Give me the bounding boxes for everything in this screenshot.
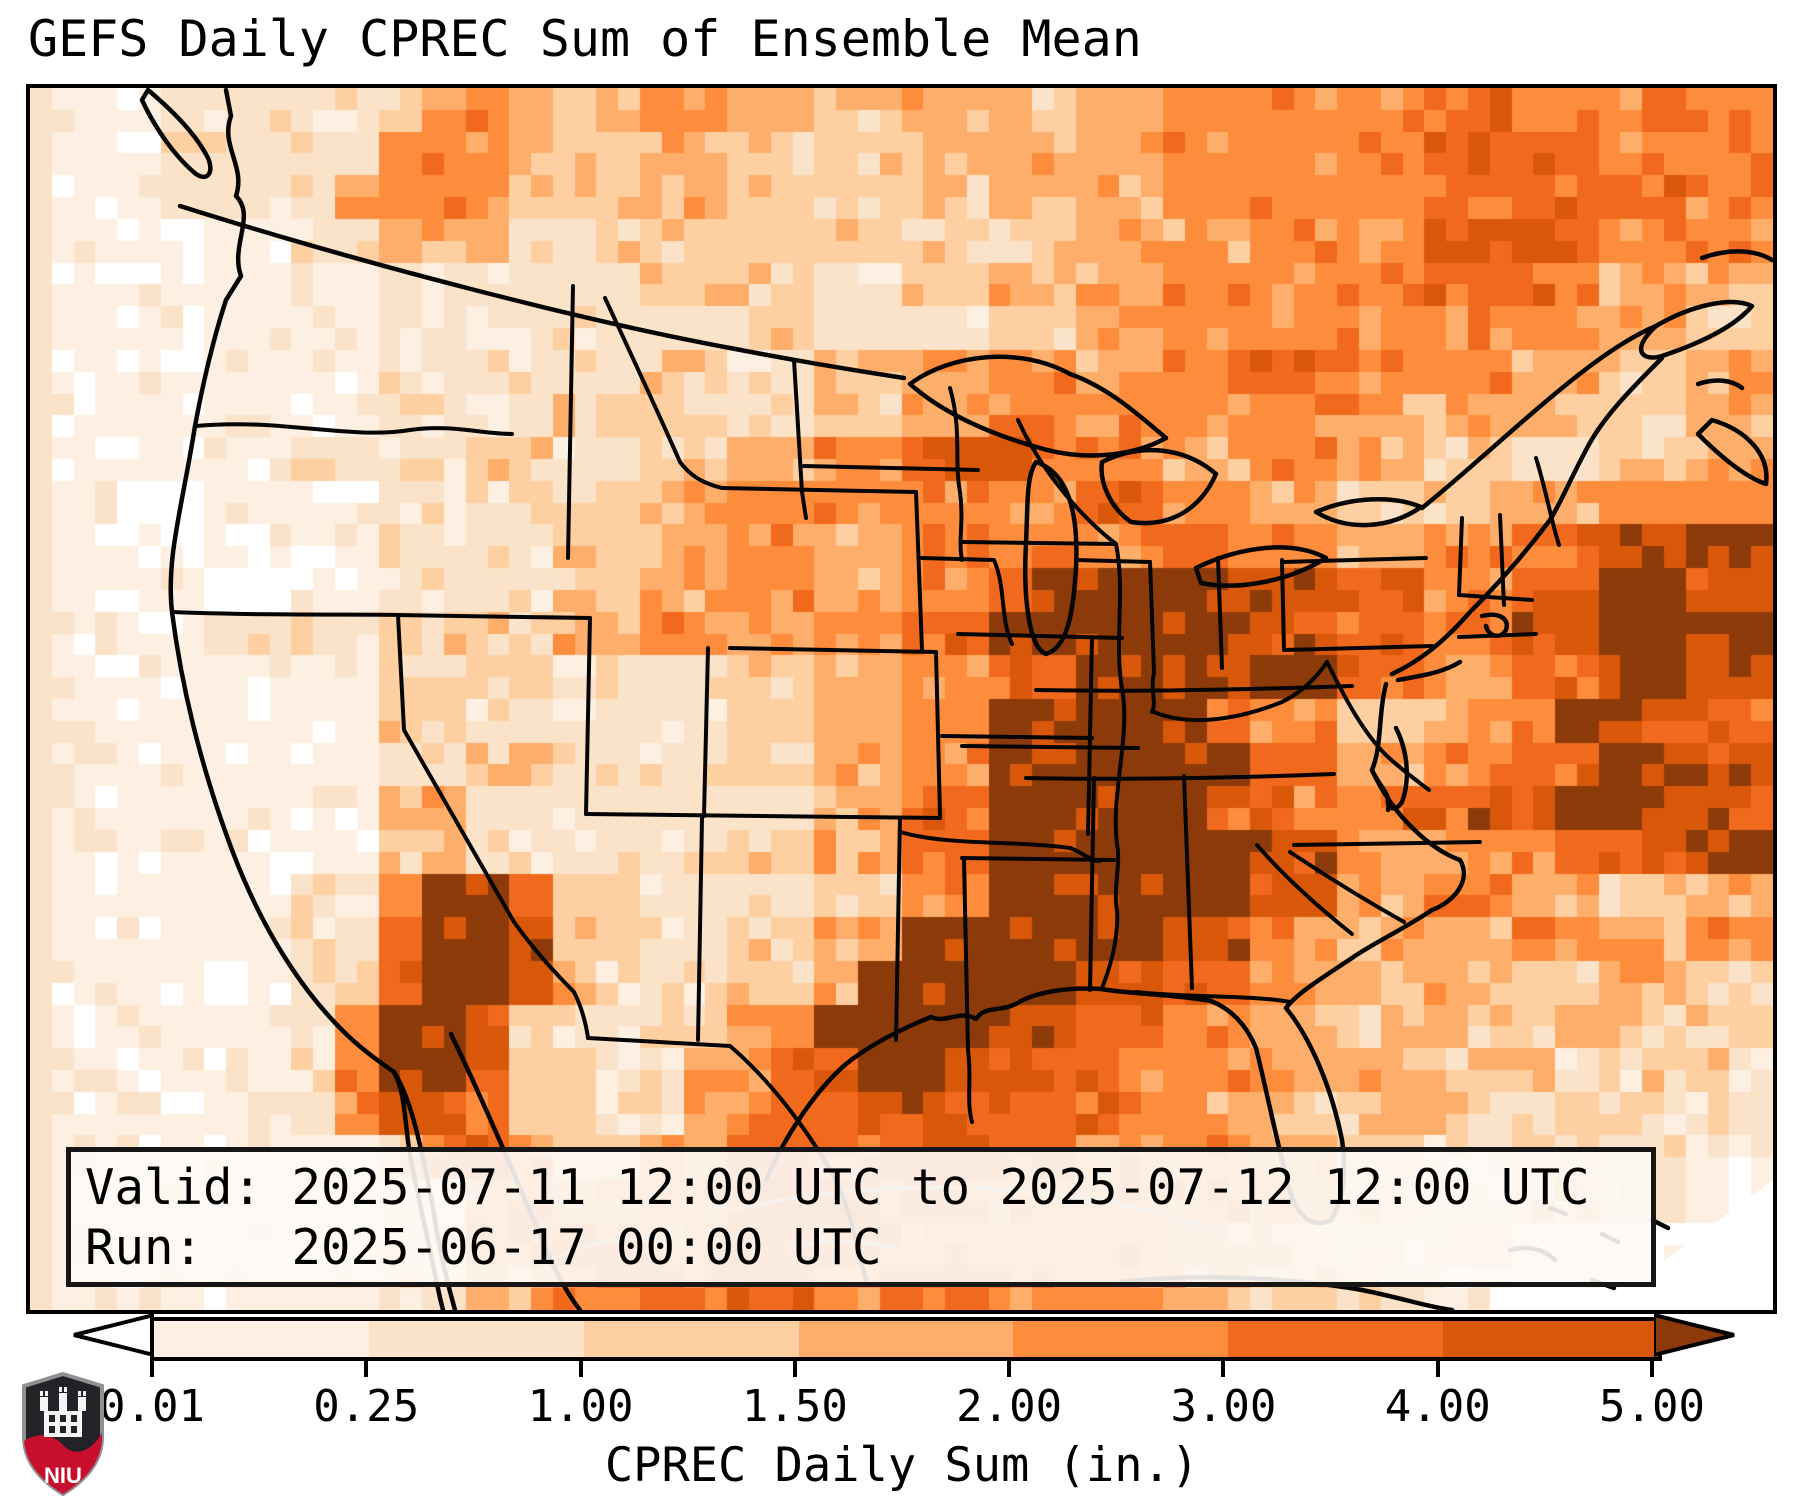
colorbar-tick-label: 4.00: [1384, 1381, 1491, 1432]
colorbar-tick-label: 2.00: [956, 1381, 1063, 1432]
colorbar-tick: [1221, 1359, 1226, 1377]
colorbar-under-arrow: [73, 1313, 154, 1357]
niu-logo: NIU: [22, 1371, 104, 1497]
colorbar-tick: [1435, 1359, 1440, 1377]
niu-red-swoosh: [24, 1433, 102, 1494]
castle-windows: [49, 1415, 77, 1433]
colorbar-tick-label: 1.00: [527, 1381, 634, 1432]
run-time-text: Run: 2025-06-17 00:00 UTC: [85, 1219, 882, 1276]
colorbar-tick: [364, 1359, 369, 1377]
colorbar-axis-label: CPREC Daily Sum (in.): [604, 1438, 1200, 1493]
colorbar-tick-label: 3.00: [1170, 1381, 1277, 1432]
colorbar-tick: [1650, 1359, 1654, 1377]
niu-logo-text: NIU: [44, 1463, 82, 1488]
colorbar-tick: [1007, 1359, 1012, 1377]
map-canvas: [30, 88, 1773, 1310]
colorbar-segment-2: [583, 1321, 799, 1357]
figure-title: GEFS Daily CPREC Sum of Ensemble Mean: [28, 10, 1142, 68]
colorbar-tick-label: 5.00: [1599, 1381, 1705, 1432]
colorbar-segment-1: [368, 1321, 584, 1357]
colorbar-tick-label: 0.01: [99, 1381, 205, 1432]
colorbar-over-arrow: [1654, 1313, 1735, 1357]
colorbar-segment-3: [798, 1321, 1014, 1357]
colorbar-tick: [792, 1359, 797, 1377]
valid-time-text: Valid: 2025-07-11 12:00 UTC to 2025-07-1…: [85, 1159, 1590, 1216]
map-frame: Valid: 2025-07-11 12:00 UTC to 2025-07-1…: [26, 84, 1777, 1314]
colorbar-tick: [578, 1359, 583, 1377]
colorbar-segment-6: [1443, 1321, 1659, 1357]
colorbar: [150, 1317, 1662, 1361]
colorbar-tick-label: 0.25: [313, 1381, 420, 1432]
colorbar-segment-0: [154, 1321, 369, 1357]
colorbar-tick-label: 1.50: [741, 1381, 848, 1432]
colorbar-segment-4: [1013, 1321, 1229, 1357]
colorbar-tick: [150, 1359, 154, 1377]
valid-run-info-box: Valid: 2025-07-11 12:00 UTC to 2025-07-1…: [66, 1147, 1656, 1287]
colorbar-segment-5: [1228, 1321, 1444, 1357]
